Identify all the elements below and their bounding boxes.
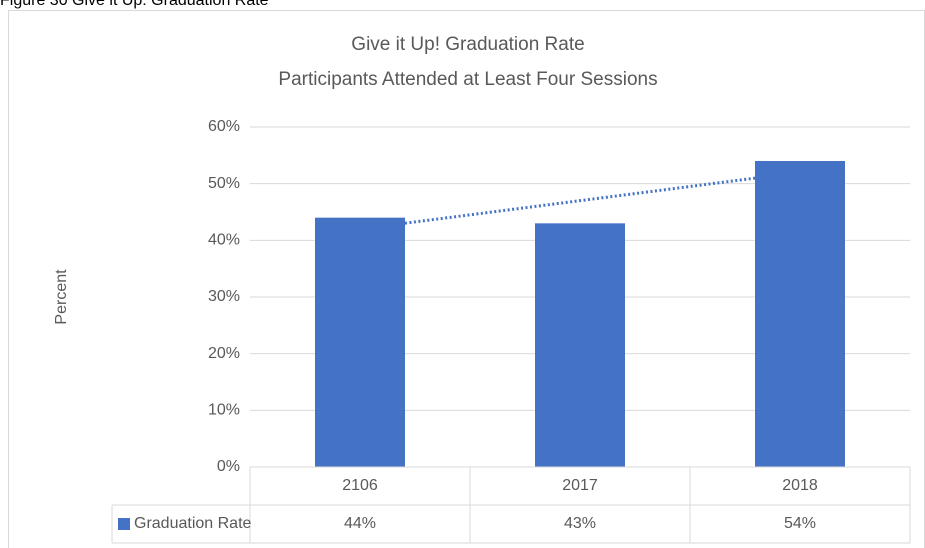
y-tick-label: 40% [208,232,240,249]
x-tick-label: 2018 [782,477,818,494]
trendline [404,176,756,225]
bar [755,161,845,467]
figure-caption: Figure 30 Give it Up: Graduation Rate [0,0,269,9]
y-axis-label: Percent [53,269,70,325]
y-tick-label: 10% [208,402,240,419]
bar [535,223,625,467]
chart-title: Give it Up! Graduation Rate [351,34,584,55]
x-tick-label: 2106 [342,477,378,494]
y-tick-label: 60% [208,118,240,135]
y-tick-label: 0% [217,458,240,475]
legend-swatch [118,518,130,530]
data-table-value: 43% [564,515,596,532]
x-tick-label: 2017 [562,477,598,494]
y-tick-label: 20% [208,345,240,362]
legend-label: Graduation Rate [134,515,252,532]
data-table-value: 44% [344,515,376,532]
y-tick-label: 30% [208,288,240,305]
bar [315,217,405,467]
y-tick-label: 50% [208,175,240,192]
data-table-value: 54% [784,515,816,532]
chart-subtitle: Participants Attended at Least Four Sess… [278,69,657,90]
